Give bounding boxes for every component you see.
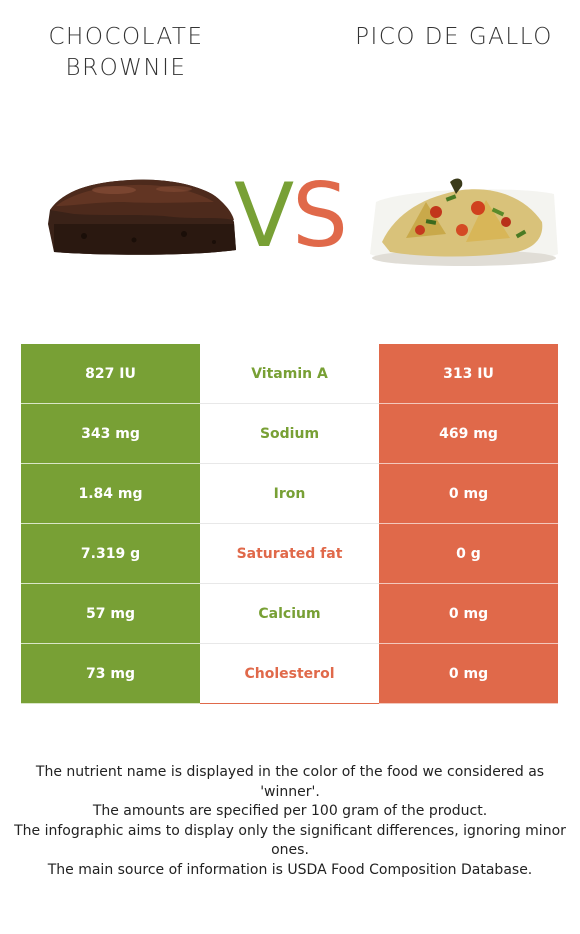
nutrient-name-cell: Calcium: [200, 584, 379, 644]
right-value-cell: 0 mg: [379, 584, 558, 644]
right-value-cell: 0 g: [379, 524, 558, 584]
footnotes: The nutrient name is displayed in the co…: [12, 763, 568, 880]
right-value-cell: 313 IU: [379, 344, 558, 404]
left-value-cell: 343 mg: [21, 404, 200, 464]
nutrient-name-cell: Cholesterol: [200, 644, 379, 704]
table-row: 343 mg Sodium 469 mg: [21, 404, 558, 464]
left-value-cell: 57 mg: [21, 584, 200, 644]
table-row: 73 mg Cholesterol 0 mg: [21, 644, 558, 704]
left-food-title: CHOCOLATE BROWNIE: [48, 24, 204, 81]
vs-s: S: [292, 164, 348, 267]
footnote-1: The nutrient name is displayed in the co…: [35, 764, 545, 800]
pico-de-gallo-image: [370, 178, 558, 266]
nutrient-name-cell: Iron: [200, 464, 379, 524]
footnote-4: The main source of information is USDA F…: [47, 861, 533, 878]
left-value-cell: 1.84 mg: [21, 464, 200, 524]
chocolate-brownie-image: [48, 179, 236, 255]
right-value-cell: 0 mg: [379, 644, 558, 704]
table-row: 7.319 g Saturated fat 0 g: [21, 524, 558, 584]
right-value-cell: 469 mg: [379, 404, 558, 464]
right-food-title: PICO DE GALLO: [355, 24, 553, 50]
left-value-cell: 827 IU: [21, 344, 200, 404]
comparison-table: 827 IU Vitamin A 313 IU 343 mg Sodium 469 mg 1…: [21, 344, 558, 704]
nutrient-name-cell: Sodium: [200, 404, 379, 464]
nutrient-name-cell: Vitamin A: [200, 344, 379, 404]
footnote-2: The amounts are specified per 100 gram o…: [92, 803, 488, 819]
footnote-3: The infographic aims to display only the…: [14, 822, 566, 859]
nutrient-name-cell: Saturated fat: [200, 524, 379, 584]
left-value-cell: 73 mg: [21, 644, 200, 704]
vs-v: V: [233, 164, 294, 267]
right-value-cell: 0 mg: [379, 464, 558, 524]
table-row: 1.84 mg Iron 0 mg: [21, 464, 558, 524]
table-row: 827 IU Vitamin A 313 IU: [21, 344, 558, 404]
vs-label: VS: [222, 166, 358, 266]
table-row: 57 mg Calcium 0 mg: [21, 584, 558, 644]
left-value-cell: 7.319 g: [21, 524, 200, 584]
